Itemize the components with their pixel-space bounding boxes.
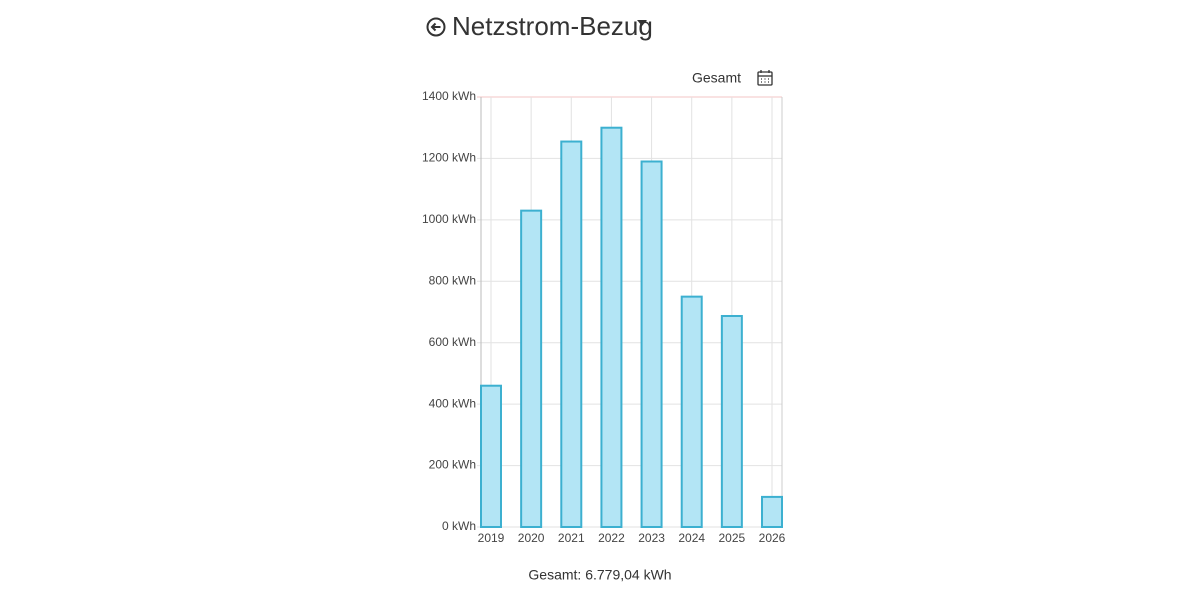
x-tick-label: 2026	[759, 531, 786, 545]
total-label: Gesamt: 6.779,04 kWh	[528, 567, 671, 583]
chart: 0 kWh 200 kWh 400 kWh 600 kWh 800 kWh 1000 kW…	[422, 89, 786, 545]
x-tick-label: 2021	[558, 531, 585, 545]
y-tick-label: 600 kWh	[429, 335, 476, 349]
bar	[640, 160, 663, 528]
y-tick-label: 1000 kWh	[422, 212, 476, 226]
y-tick-label: 400 kWh	[429, 396, 476, 410]
bar	[480, 384, 502, 529]
y-tick-label: 200 kWh	[429, 458, 476, 472]
y-tick-label: 0 kWh	[442, 519, 476, 533]
bar	[560, 140, 583, 529]
bar	[761, 495, 783, 528]
calendar-icon[interactable]	[757, 70, 773, 86]
x-tick-label: 2020	[518, 531, 545, 545]
x-tick-label: 2019	[478, 531, 505, 545]
y-tick-label: 800 kWh	[429, 273, 476, 287]
bar	[680, 295, 703, 528]
x-tick-label: 2023	[638, 531, 665, 545]
back-button[interactable]	[426, 17, 446, 37]
range-label[interactable]: Gesamt	[692, 70, 741, 86]
bar	[600, 126, 623, 528]
bar	[520, 209, 543, 528]
page-title[interactable]: Netzstrom-Bezug	[452, 11, 653, 41]
x-tick-label: 2025	[719, 531, 746, 545]
x-tick-label: 2022	[598, 531, 625, 545]
y-tick-label: 1200 kWh	[422, 151, 476, 165]
bar	[720, 314, 743, 528]
dropdown-caret[interactable]	[637, 20, 647, 26]
y-tick-label: 1400 kWh	[422, 89, 476, 103]
x-tick-label: 2024	[678, 531, 705, 545]
